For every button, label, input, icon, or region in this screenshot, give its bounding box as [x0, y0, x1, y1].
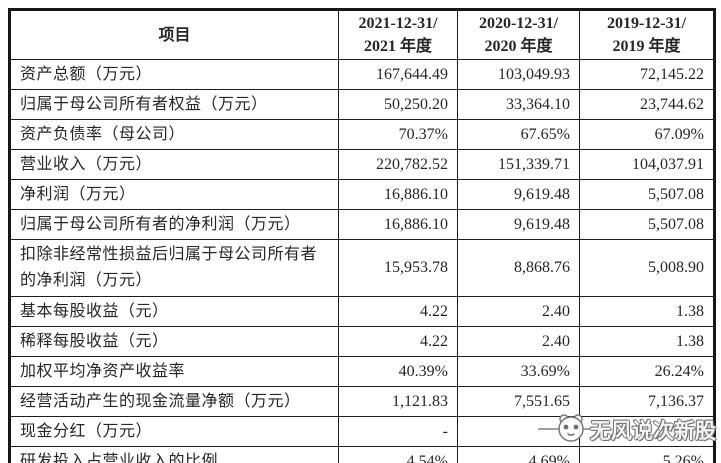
row-value-2019: 1.38: [579, 296, 715, 327]
table-row-rd-ratio: 研发投入占营业收入的比例 4.54% 4.69% 5.26%: [9, 446, 715, 463]
row-value-2021: 50,250.20: [338, 89, 458, 120]
table-row-basic-eps: 基本每股收益（元） 4.22 2.40 1.38: [9, 296, 715, 327]
table-row-operating-cashflow: 经营活动产生的现金流量净额（万元） 1,121.83 7,551.65 7,13…: [9, 386, 715, 417]
row-value-2021: 4.22: [338, 296, 458, 327]
row-label: 归属于母公司所有者权益（万元）: [9, 89, 339, 120]
row-label: 研发投入占营业收入的比例: [9, 446, 339, 463]
row-label: 资产负债率（母公司）: [9, 119, 339, 150]
header-row: 项目 2021-12-31/ 2021 年度 2020-12-31/ 2020 …: [9, 9, 715, 60]
table-row-debt-ratio: 资产负债率（母公司） 70.37% 67.65% 67.09%: [9, 119, 715, 150]
row-value-2021: 220,782.52: [338, 149, 458, 180]
row-value-2019: 5,008.90: [579, 239, 715, 297]
row-value-2021: 4.54%: [338, 446, 458, 463]
row-value-2019: 23,744.62: [579, 89, 715, 120]
header-period-2021: 2021-12-31/ 2021 年度: [338, 9, 458, 60]
header-period-2020-year: 2020 年度: [484, 38, 553, 55]
row-value-2021: 40.39%: [338, 356, 458, 387]
table-row-revenue: 营业收入（万元） 220,782.52 151,339.71 104,037.9…: [9, 149, 715, 180]
row-value-2019: 5.26%: [579, 446, 715, 463]
table-row-diluted-eps: 稀释每股收益（元） 4.22 2.40 1.38: [9, 326, 715, 357]
row-value-2021: 4.22: [338, 326, 458, 357]
table-row-total-assets: 资产总额（万元） 167,644.49 103,049.93 72,145.22: [9, 59, 715, 90]
table-row-deducted-net-profit: 扣除非经常性损益后归属于母公司所有者的净利润（万元） 15,953.78 8,8…: [9, 239, 715, 297]
row-label: 加权平均净资产收益率: [9, 356, 339, 387]
row-value-2020: 4.69%: [457, 446, 580, 463]
header-item-label: 项目: [158, 26, 191, 44]
financial-summary-table-page: 项目 2021-12-31/ 2021 年度 2020-12-31/ 2020 …: [8, 8, 716, 463]
row-value-2020: 2.40: [457, 326, 580, 357]
row-value-2019: -: [579, 416, 715, 447]
row-value-2021: 16,886.10: [338, 179, 458, 210]
row-value-2020: 9,619.48: [457, 179, 580, 210]
header-period-2020-date: 2020-12-31/: [478, 15, 559, 32]
row-label: 归属于母公司所有者的净利润（万元）: [9, 209, 339, 240]
table-row-net-profit: 净利润（万元） 16,886.10 9,619.48 5,507.08: [9, 179, 715, 210]
row-label: 稀释每股收益（元）: [9, 326, 339, 357]
row-value-2019: 72,145.22: [579, 59, 715, 90]
row-value-2020: 151,339.71: [457, 149, 580, 180]
row-value-2021: 16,886.10: [338, 209, 458, 240]
row-label: 营业收入（万元）: [9, 149, 339, 180]
header-period-2021-year: 2021 年度: [363, 38, 432, 55]
row-value-2019: 1.38: [579, 326, 715, 357]
row-value-2020: 67.65%: [457, 119, 580, 150]
row-value-2020: 103,049.93: [457, 59, 580, 90]
row-label: 经营活动产生的现金流量净额（万元）: [9, 386, 339, 417]
row-value-2021: 167,644.49: [338, 59, 458, 90]
row-label: 净利润（万元）: [9, 179, 339, 210]
header-period-2021-date: 2021-12-31/: [358, 15, 438, 32]
row-value-2020: -: [457, 416, 580, 447]
header-period-2019-year: 2019 年度: [612, 38, 681, 55]
table-row-weighted-roe: 加权平均净资产收益率 40.39% 33.69% 26.24%: [9, 356, 715, 387]
row-value-2021: 15,953.78: [338, 239, 458, 297]
row-value-2021: 1,121.83: [338, 386, 458, 417]
header-period-2020: 2020-12-31/ 2020 年度: [457, 9, 580, 60]
row-value-2021: 70.37%: [338, 119, 458, 150]
table-row-cash-dividend: 现金分红（万元） - - -: [9, 416, 715, 447]
row-value-2019: 7,136.37: [579, 386, 715, 417]
financial-summary-table: 项目 2021-12-31/ 2021 年度 2020-12-31/ 2020 …: [8, 8, 716, 463]
row-value-2020: 33.69%: [457, 356, 580, 387]
row-value-2019: 67.09%: [579, 119, 715, 150]
row-label: 现金分红（万元）: [9, 416, 339, 447]
row-value-2020: 9,619.48: [457, 209, 580, 240]
table-row-parent-equity: 归属于母公司所有者权益（万元） 50,250.20 33,364.10 23,7…: [9, 89, 715, 120]
row-value-2020: 33,364.10: [457, 89, 580, 120]
row-value-2019: 104,037.91: [579, 149, 715, 180]
table-row-parent-net-profit: 归属于母公司所有者的净利润（万元） 16,886.10 9,619.48 5,5…: [9, 209, 715, 240]
row-value-2021: -: [338, 416, 458, 447]
header-item: 项目: [9, 9, 339, 60]
row-label: 扣除非经常性损益后归属于母公司所有者的净利润（万元）: [9, 239, 339, 297]
row-value-2020: 7,551.65: [457, 386, 580, 417]
row-value-2019: 26.24%: [579, 356, 715, 387]
row-label: 基本每股收益（元）: [9, 296, 339, 327]
row-label: 资产总额（万元）: [9, 59, 339, 90]
row-value-2020: 8,868.76: [457, 239, 580, 297]
header-period-2019-date: 2019-12-31/: [606, 15, 687, 32]
row-value-2019: 5,507.08: [579, 179, 715, 210]
row-value-2020: 2.40: [457, 296, 580, 327]
header-period-2019: 2019-12-31/ 2019 年度: [579, 9, 715, 60]
row-value-2019: 5,507.08: [579, 209, 715, 240]
